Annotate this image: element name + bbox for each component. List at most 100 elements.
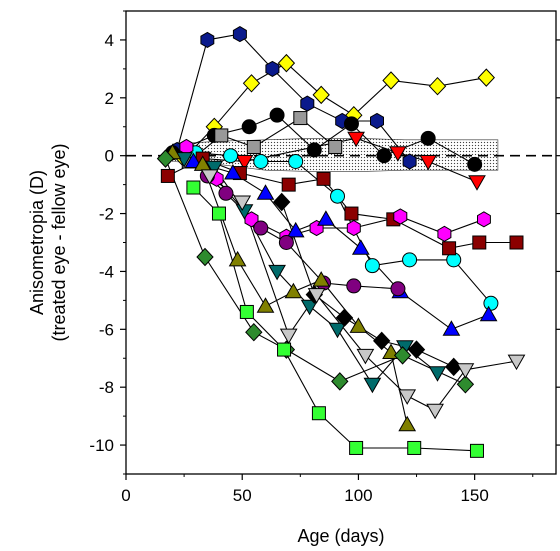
data-point — [273, 192, 291, 212]
data-point — [223, 148, 239, 164]
data-point — [211, 206, 226, 221]
data-point — [398, 415, 417, 432]
data-point — [279, 328, 298, 345]
data-point — [235, 155, 254, 171]
data-point — [370, 112, 384, 130]
data-point — [312, 271, 331, 287]
data-point — [407, 340, 426, 359]
data-point — [382, 71, 400, 90]
data-point — [175, 152, 193, 168]
data-point — [312, 85, 330, 105]
y-tick-label: -2 — [99, 205, 114, 224]
data-point — [300, 299, 319, 316]
series-markers — [156, 26, 526, 458]
data-point — [232, 26, 247, 43]
data-point — [364, 258, 380, 274]
data-point — [281, 177, 296, 192]
data-point — [428, 76, 447, 96]
series-points — [160, 151, 524, 256]
data-point — [160, 168, 175, 183]
series-points — [163, 143, 417, 432]
data-point — [363, 377, 382, 394]
series-line — [209, 175, 517, 412]
data-point — [483, 295, 499, 311]
data-point — [349, 440, 364, 455]
data-point — [407, 440, 422, 455]
data-point — [200, 169, 219, 185]
data-point — [393, 208, 408, 225]
data-point — [351, 239, 370, 255]
series-points — [156, 149, 475, 394]
data-point — [228, 250, 247, 267]
data-point — [186, 180, 201, 195]
y-tick-label: -10 — [89, 436, 114, 455]
data-point — [390, 281, 406, 297]
data-point — [184, 152, 203, 168]
data-point — [346, 219, 361, 237]
data-point — [509, 235, 524, 250]
data-point — [205, 160, 224, 177]
data-point — [356, 348, 375, 365]
data-point — [398, 389, 417, 405]
data-point — [373, 331, 391, 351]
data-point — [224, 163, 242, 180]
x-tick-label: 0 — [121, 486, 130, 505]
data-point — [477, 211, 491, 228]
data-point — [335, 308, 354, 327]
y-tick-label: 0 — [105, 147, 114, 166]
data-point — [317, 210, 335, 226]
x-tick-label: 50 — [233, 486, 252, 505]
data-point — [233, 195, 252, 212]
data-point — [343, 116, 359, 132]
data-point — [196, 247, 214, 267]
y-axis-title-line1: Anisometropia (D) — [27, 170, 47, 315]
data-point — [253, 153, 269, 169]
data-point — [472, 235, 487, 250]
data-point — [288, 153, 304, 169]
data-point — [245, 322, 263, 342]
data-point — [269, 107, 285, 123]
data-point — [316, 171, 331, 186]
data-point — [253, 220, 269, 236]
series-layer — [156, 26, 526, 458]
data-point — [242, 74, 261, 93]
data-point — [300, 95, 315, 112]
data-point — [420, 130, 436, 146]
y-tick-label: 2 — [105, 89, 114, 108]
y-axis-title-line2: (treated eye - fellow eye) — [49, 143, 69, 341]
data-point — [437, 225, 452, 242]
data-point — [442, 241, 457, 256]
series-line — [167, 157, 517, 249]
data-point — [241, 119, 257, 135]
data-point — [278, 235, 294, 250]
data-point — [331, 372, 349, 391]
data-point — [293, 111, 308, 126]
data-point — [239, 304, 254, 319]
data-point — [507, 354, 526, 371]
data-point — [402, 153, 417, 170]
data-point — [306, 142, 322, 158]
data-point — [256, 184, 275, 200]
data-point — [428, 366, 447, 382]
data-point — [246, 140, 261, 155]
data-point — [469, 443, 484, 458]
data-point — [277, 53, 296, 73]
axes: 0 50 100 150 4 2 0 -2 -4 -6 -8 -10 — [89, 10, 560, 505]
series-points — [186, 180, 484, 458]
data-point — [393, 346, 412, 365]
data-point — [284, 282, 303, 299]
series-points — [273, 192, 463, 377]
data-point — [156, 149, 175, 168]
data-point — [477, 68, 495, 87]
data-point — [330, 188, 346, 204]
data-point — [218, 185, 234, 201]
data-point — [396, 340, 414, 356]
data-point — [467, 156, 483, 172]
data-point — [200, 31, 215, 48]
data-point — [268, 264, 286, 281]
data-point — [456, 363, 475, 379]
y-tick-label: -8 — [99, 378, 114, 397]
series-points — [199, 168, 406, 297]
series-line — [202, 137, 478, 183]
